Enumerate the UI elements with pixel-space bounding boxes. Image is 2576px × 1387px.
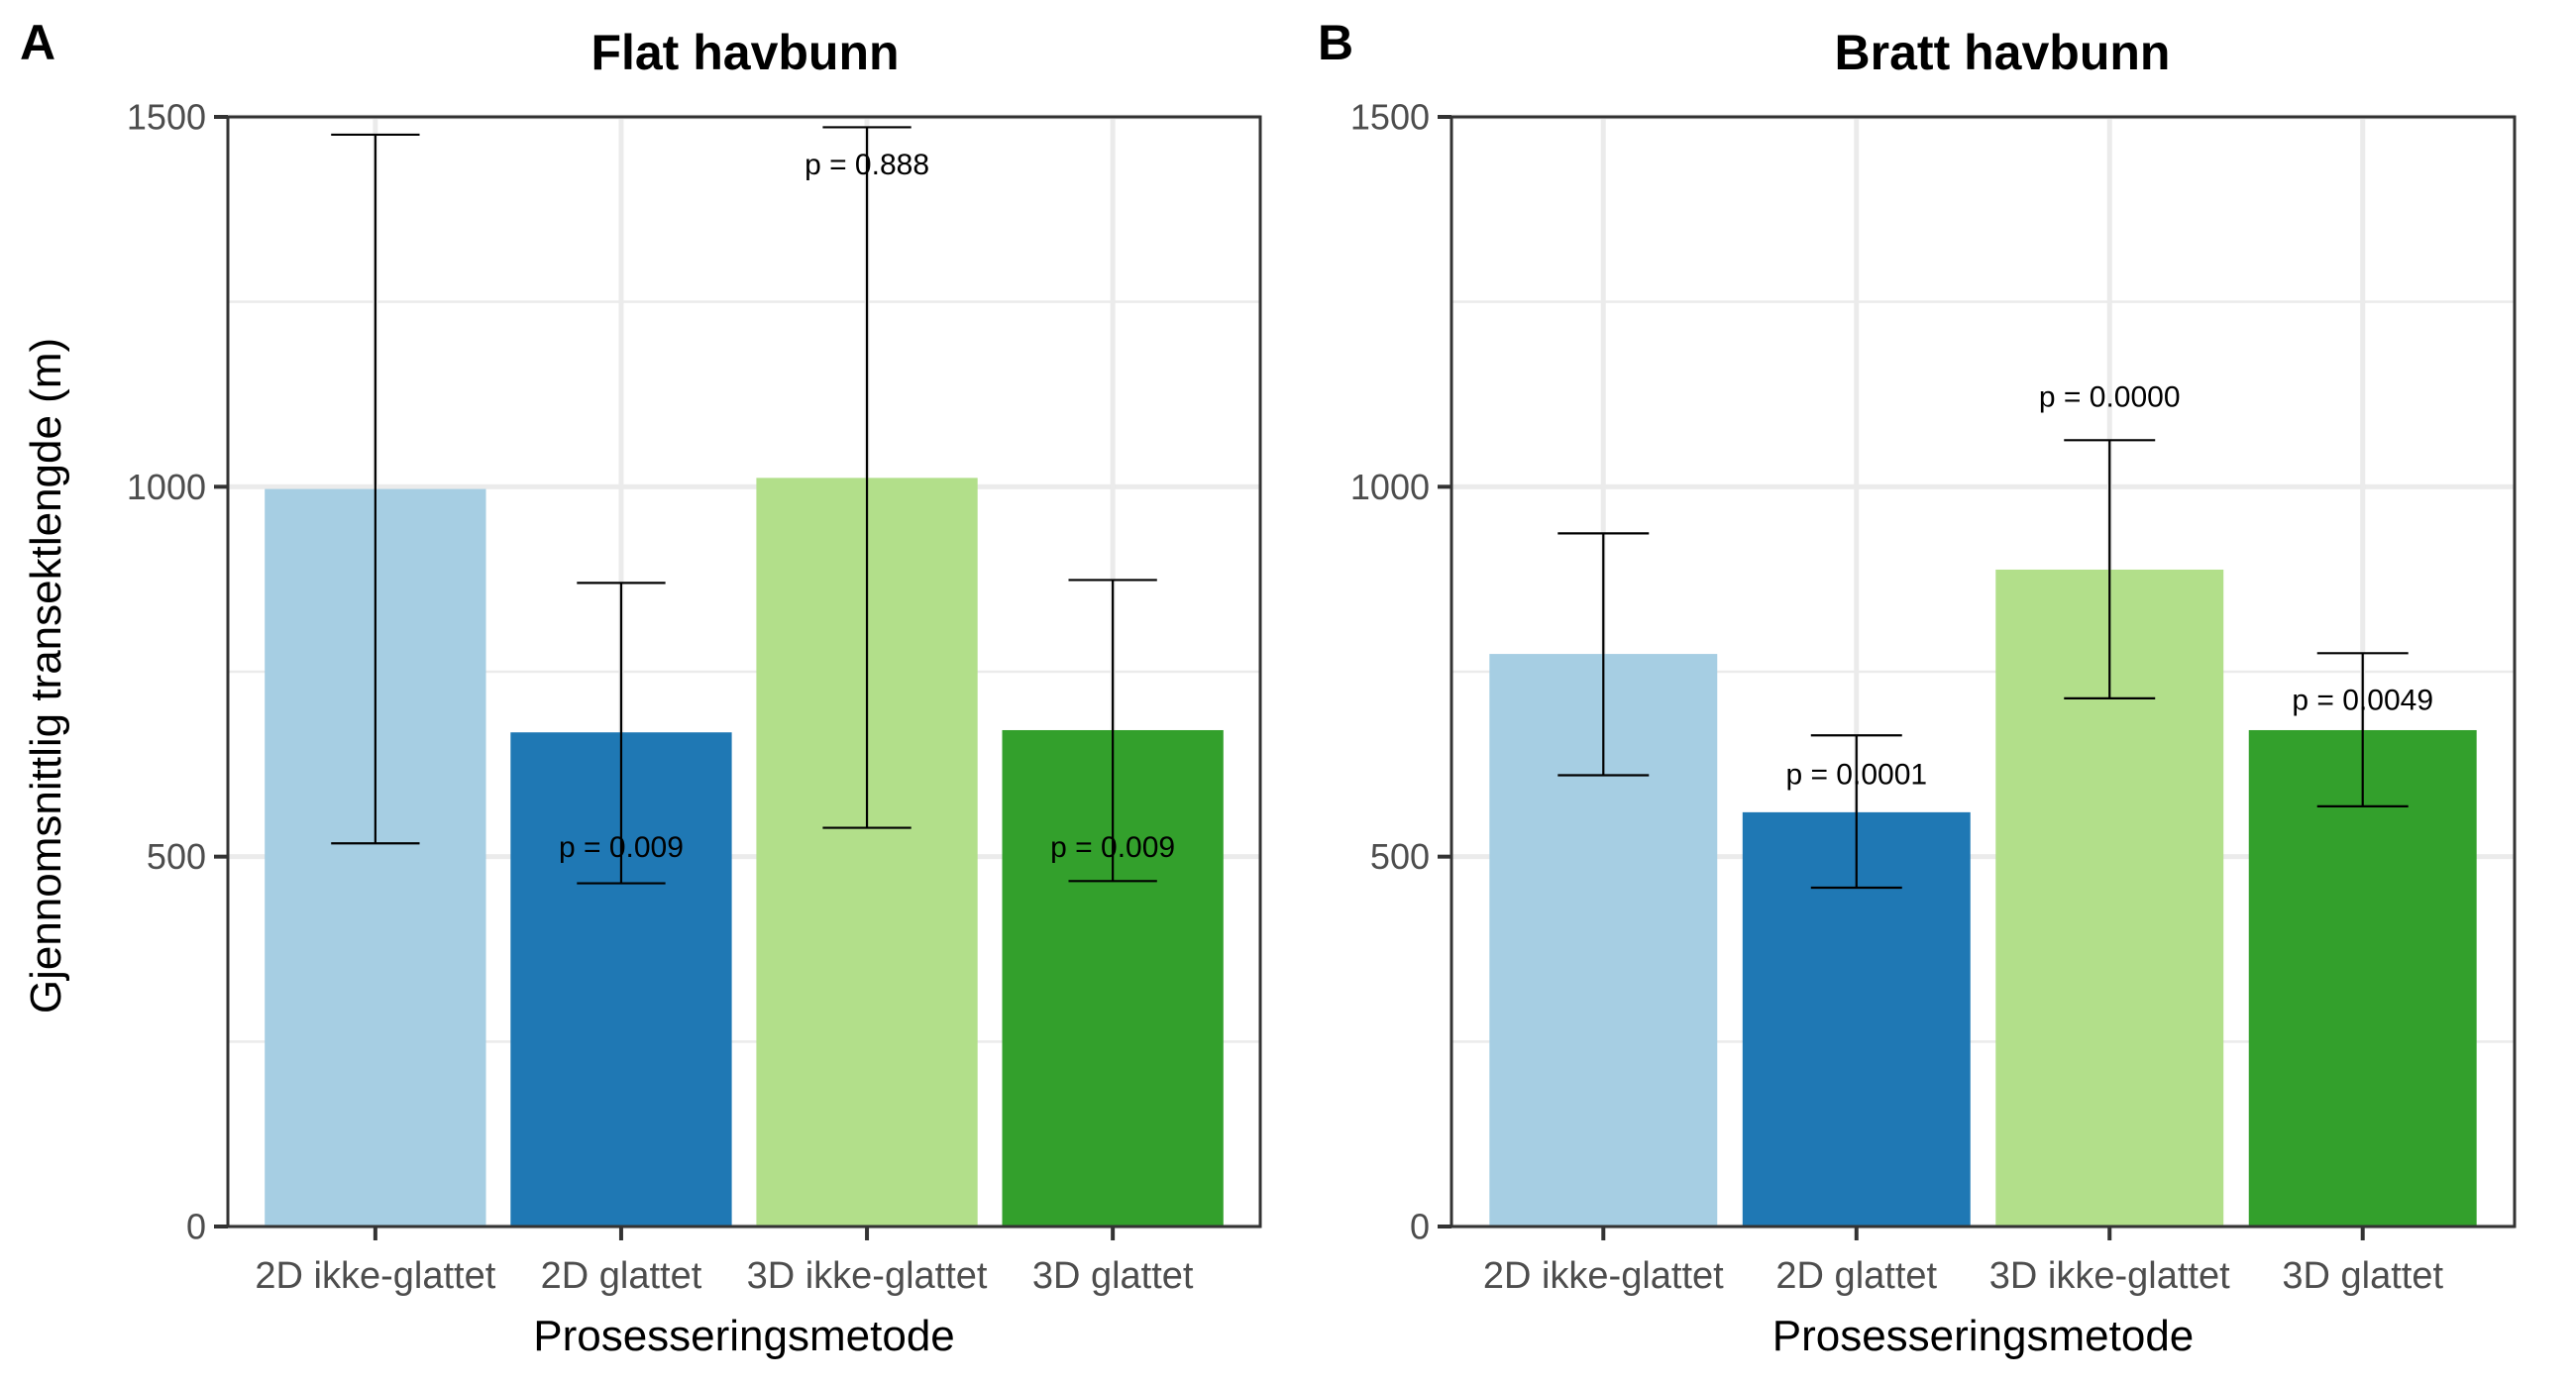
p-value-label: p = 0.009 [1050, 831, 1175, 864]
y-tick-label: 0 [186, 1207, 206, 1247]
plot-frame [226, 115, 1262, 1228]
y-tick-label: 500 [147, 836, 206, 877]
x-tick-label: 3D glattet [1032, 1255, 1194, 1297]
x-tick-label: 3D ikke-glattet [1989, 1255, 2230, 1297]
p-value-label: p = 0.0001 [1785, 758, 1927, 791]
x-tick-label: 2D glattet [1775, 1255, 1937, 1297]
y-tick-label: 1500 [1350, 97, 1430, 138]
x-axis-title: Prosesseringsmetode [1772, 1312, 2195, 1360]
y-tick-label: 1000 [127, 467, 206, 507]
p-value-label: p = 0.888 [805, 149, 929, 181]
panel-b: B Bratt havbunn p = 0.0001 p = 0.0000 p = 0.… [1318, 15, 2517, 1360]
x-tick-label: 2D glattet [541, 1255, 702, 1297]
y-axis-title: Gjennomsnittlig transektlengde (m) [22, 338, 70, 1014]
plot-frame [1449, 115, 2517, 1228]
p-value-label: p = 0.009 [559, 831, 684, 864]
x-tick-label: 2D ikke-glattet [1483, 1255, 1724, 1297]
panel-title: Flat havbunn [590, 25, 899, 80]
x-tick-label: 2D ikke-glattet [255, 1255, 495, 1297]
panel-a: A Flat havbunn p = 0.009 p = 0.888 p = 0.009… [20, 15, 1262, 1360]
y-tick-label: 500 [1370, 836, 1430, 877]
p-value-label: p = 0.0049 [2292, 685, 2433, 717]
panel-letter: A [20, 15, 55, 70]
panel-letter: B [1318, 15, 1353, 70]
x-tick-label: 3D glattet [2282, 1255, 2443, 1297]
panel-title: Bratt havbunn [1835, 25, 2171, 80]
y-tick-label: 1000 [1350, 467, 1430, 507]
x-axis-title: Prosesseringsmetode [533, 1312, 955, 1360]
y-tick-label: 1500 [127, 97, 206, 138]
bar-4 [2248, 729, 2477, 1227]
x-tick-label: 3D ikke-glattet [747, 1255, 988, 1297]
y-tick-label: 0 [1410, 1207, 1430, 1247]
p-value-label: p = 0.0000 [2039, 380, 2181, 413]
